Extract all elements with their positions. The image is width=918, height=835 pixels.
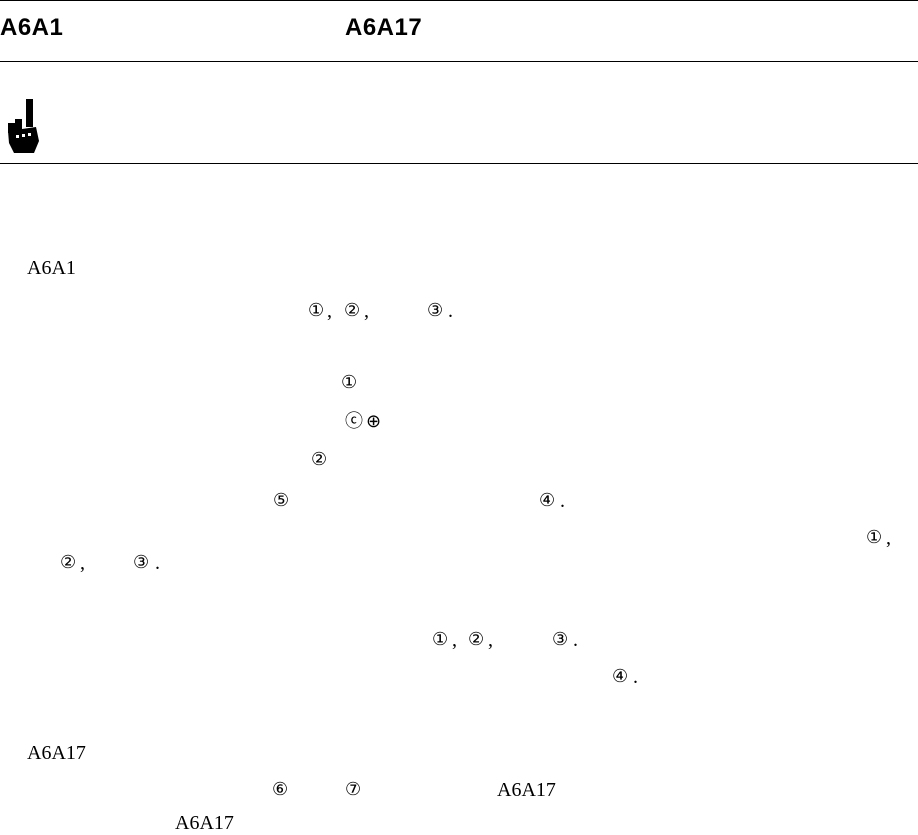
callout-2: ② xyxy=(344,300,361,321)
callout-7: ⑦ xyxy=(345,779,362,800)
period: . xyxy=(155,552,160,574)
header-bottom-rule xyxy=(0,61,918,62)
callout-2: ② xyxy=(311,449,328,470)
callout-4: ④ xyxy=(612,666,629,687)
circled-plus-symbol: ⊕ xyxy=(366,411,382,432)
section-label-a6a17: A6A17 xyxy=(27,742,86,764)
callout-1: ① xyxy=(308,300,325,321)
callout-1: ① xyxy=(866,527,883,548)
top-rule xyxy=(0,0,918,1)
separator: , xyxy=(452,629,457,651)
separator: , xyxy=(364,300,369,322)
callout-5: ⑤ xyxy=(273,490,290,511)
callout-1: ① xyxy=(341,372,358,393)
period: . xyxy=(573,629,578,651)
board-reference: A6A17 xyxy=(175,812,234,834)
callout-3: ③ xyxy=(133,552,150,573)
callout-2: ② xyxy=(60,552,77,573)
callout-3: ③ xyxy=(427,300,444,321)
period: . xyxy=(448,300,453,322)
separator: , xyxy=(327,300,332,322)
note-bottom-rule xyxy=(0,163,918,164)
period: . xyxy=(560,490,565,512)
circled-c-symbol: ⓒ xyxy=(345,411,363,432)
period: . xyxy=(633,666,638,688)
pointing-hand-icon xyxy=(8,99,39,153)
callout-1: ① xyxy=(432,629,449,650)
separator: , xyxy=(80,552,85,574)
board-reference: A6A17 xyxy=(497,779,556,801)
separator: , xyxy=(886,527,891,549)
callout-3: ③ xyxy=(552,629,569,650)
header-left-label: A6A1 xyxy=(0,14,64,41)
callout-4: ④ xyxy=(539,490,556,511)
callout-6: ⑥ xyxy=(272,779,289,800)
callout-2: ② xyxy=(468,629,485,650)
header-right-label: A6A17 xyxy=(345,14,423,41)
separator: , xyxy=(488,629,493,651)
section-label-a6a1: A6A1 xyxy=(27,257,76,279)
